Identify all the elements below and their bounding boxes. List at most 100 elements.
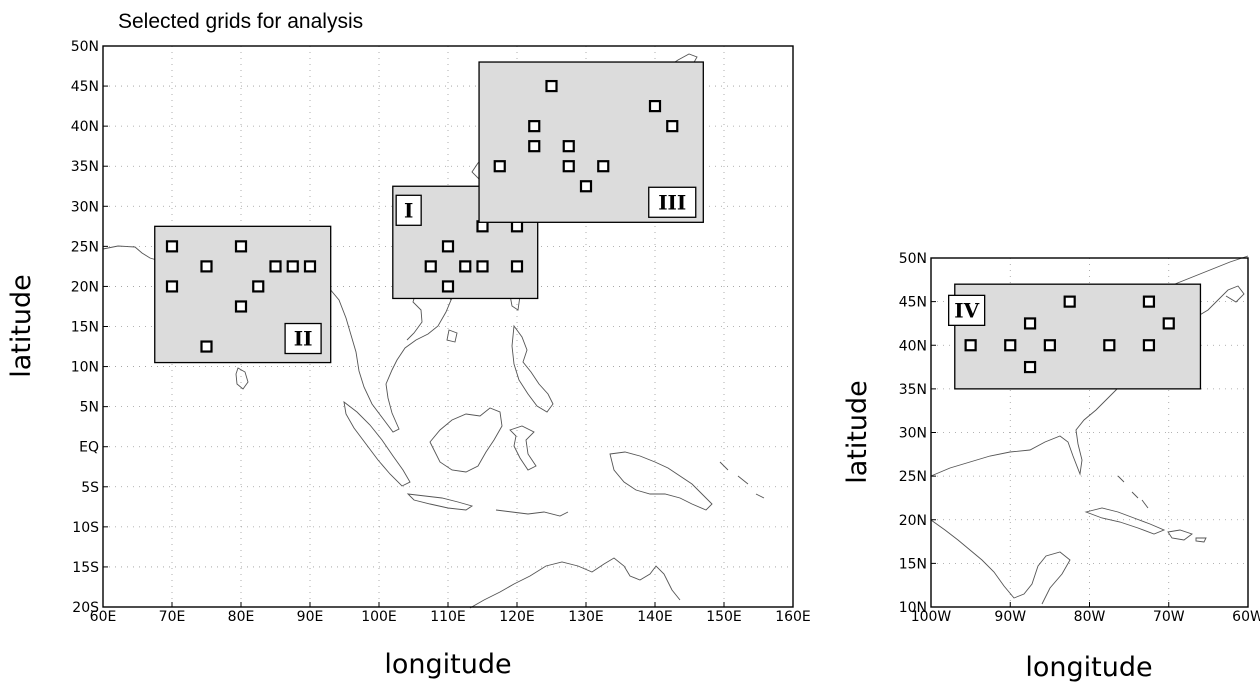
grid-marker (200, 340, 213, 353)
coastline-bahamas (1117, 475, 1149, 509)
coastline-indochina (328, 283, 452, 433)
region-label-box (948, 294, 986, 327)
x-tick-label: 100E (361, 609, 397, 625)
y-tick-label: 30N (71, 199, 99, 215)
grid-marker (1023, 317, 1037, 330)
y-tick-label: 15N (899, 556, 927, 572)
x-tick-label: 60W (1232, 609, 1260, 625)
grid-marker (269, 260, 282, 273)
region-iii: III (478, 61, 704, 223)
grid-marker (234, 240, 248, 253)
coastline-hainan (446, 329, 458, 343)
x-tick-label: 90E (297, 609, 324, 625)
region-label: II (294, 327, 313, 351)
x-tick-label: 100W (911, 609, 952, 625)
grid-marker (165, 280, 179, 293)
grid-marker (459, 260, 472, 273)
coastline-newengland (1187, 285, 1245, 327)
grid-marker (234, 300, 248, 313)
region-iv: IV (948, 283, 1202, 390)
y-tick-label: 40N (71, 119, 99, 135)
figure-title: Selected grids for analysis (118, 10, 363, 33)
x-tick-label: 130E (568, 609, 604, 625)
y-tick-label: 45N (71, 79, 99, 95)
y-tick-label: 20S (72, 600, 99, 616)
grid-marker (545, 79, 558, 93)
x-tick-label: 60E (90, 609, 117, 625)
right-map-ticks: 100W 90W 80W 70W 60W 50N 45N 40N 35N 30N 25N 20N 15N… (899, 251, 1260, 625)
grid-marker (562, 160, 575, 173)
region-label-box (284, 322, 322, 355)
grid-marker (1162, 317, 1175, 330)
grid-marker (441, 240, 455, 253)
y-tick-label: 15S (72, 560, 99, 576)
right-xlabel: longitude (1025, 652, 1152, 683)
y-tick-label: 35N (71, 159, 99, 175)
coastline-puerto-rico (1195, 537, 1207, 543)
y-tick-label: 25N (899, 469, 927, 485)
y-tick-label: 25N (71, 239, 99, 255)
y-tick-label: 10N (71, 360, 99, 376)
region-label-box (648, 186, 697, 218)
grid-marker (528, 120, 541, 133)
y-tick-label: 50N (899, 251, 927, 267)
grid-marker (562, 140, 575, 153)
coastline-australia (469, 557, 681, 609)
x-tick-label: 80W (1074, 609, 1106, 625)
grid-marker (303, 260, 317, 273)
grid-marker (1004, 339, 1017, 352)
y-tick-label: EQ (79, 440, 99, 456)
y-tick-label: 50N (71, 39, 99, 55)
right-map-panel: IV 100W 90W 80W 70W 60W 50N 45N 40N 35N 30N 25N 20N… (842, 251, 1260, 683)
region-label: III (658, 190, 686, 214)
y-tick-label: 45N (899, 295, 927, 311)
left-ylabel: latitude (6, 274, 37, 378)
coastline-borneo (429, 407, 503, 473)
region-label: I (404, 198, 413, 222)
grid-marker (165, 240, 179, 253)
grid-marker (424, 260, 437, 273)
x-tick-label: 70E (159, 609, 186, 625)
right-ylabel: latitude (842, 380, 873, 484)
grid-marker (286, 260, 299, 273)
y-tick-label: 15N (71, 320, 99, 336)
region-label-box (395, 194, 422, 226)
coastline-sulawesi (509, 425, 537, 471)
grid-marker (1063, 295, 1076, 308)
y-tick-label: 10S (72, 520, 99, 536)
y-tick-label: 20N (71, 279, 99, 295)
x-tick-label: 140E (637, 609, 673, 625)
x-tick-label: 90W (994, 609, 1026, 625)
coastline-cuba (1084, 507, 1166, 535)
x-tick-label: 70W (1153, 609, 1185, 625)
grid-marker (964, 339, 977, 352)
grid-marker (1023, 360, 1037, 374)
grid-marker (1142, 339, 1156, 352)
x-tick-label: 80E (228, 609, 255, 625)
y-tick-label: 20N (899, 513, 927, 529)
grid-marker (441, 280, 455, 293)
coastline-srilanka (235, 367, 249, 390)
coastline-mexico (930, 519, 1071, 605)
grid-marker (252, 280, 265, 293)
y-tick-label: 35N (899, 382, 927, 398)
y-tick-label: 5S (81, 480, 99, 496)
grid-marker (476, 260, 489, 273)
coastline-newguinea (609, 451, 713, 511)
grid-marker (200, 260, 213, 273)
right-map-regions: IV (948, 283, 1202, 390)
grid-marker (1043, 339, 1056, 352)
grid-marker (528, 140, 541, 153)
x-tick-label: 160E (775, 609, 811, 625)
y-tick-label: 40N (899, 338, 927, 354)
grid-marker (1142, 295, 1156, 308)
y-tick-label: 5N (80, 400, 99, 416)
coastline-sumatra (343, 400, 411, 487)
coastline-pacific-islands (719, 461, 765, 499)
left-xlabel: longitude (384, 649, 511, 680)
region-label: IV (954, 298, 979, 322)
y-tick-label: 30N (899, 426, 927, 442)
coastline-java (406, 493, 474, 511)
